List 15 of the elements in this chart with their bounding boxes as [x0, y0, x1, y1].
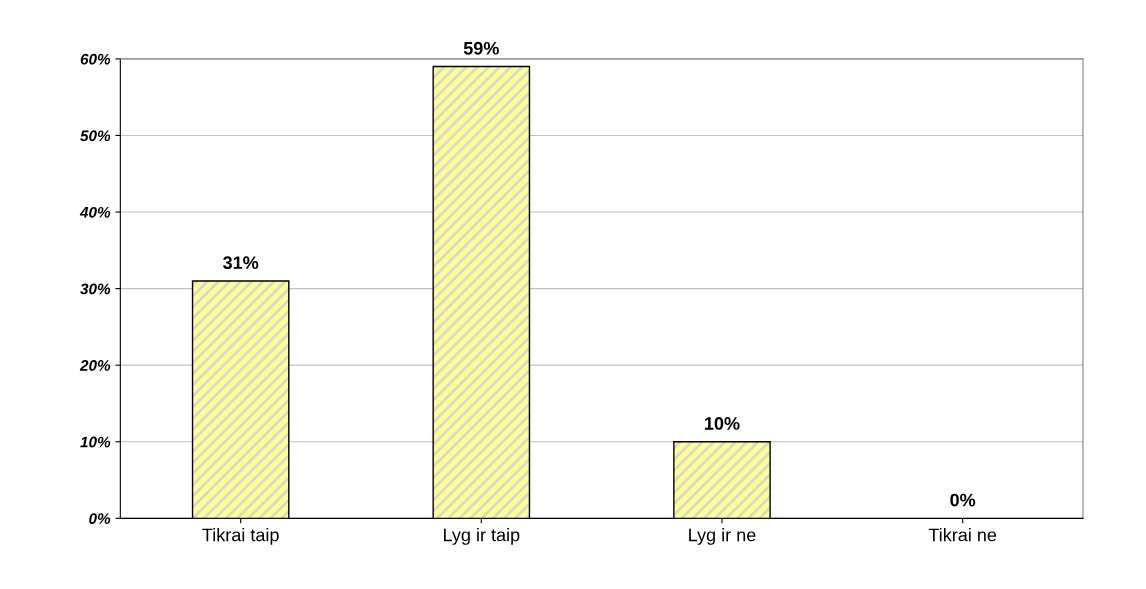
data-label: 31% — [223, 256, 259, 270]
x-tick-label: Tikrai taip — [202, 528, 279, 545]
x-tick-label: Lyg ir ne — [689, 528, 756, 545]
y-tick-label: 20% — [79, 360, 111, 371]
data-label: 10% — [705, 417, 740, 430]
x-tick-label: Tikrai ne — [928, 528, 997, 542]
y-tick-label: 30% — [80, 283, 111, 295]
y-tick-label: 60% — [80, 53, 111, 65]
y-tick-label: 40% — [79, 206, 111, 218]
y-tick-label: 50% — [80, 130, 111, 142]
data-label: 59% — [463, 41, 499, 55]
x-tick-label: Lyg ir taip — [444, 528, 520, 545]
y-tick-label: 0% — [89, 513, 111, 525]
y-tick-label: 10% — [80, 436, 111, 448]
data-label: 0% — [950, 493, 976, 507]
